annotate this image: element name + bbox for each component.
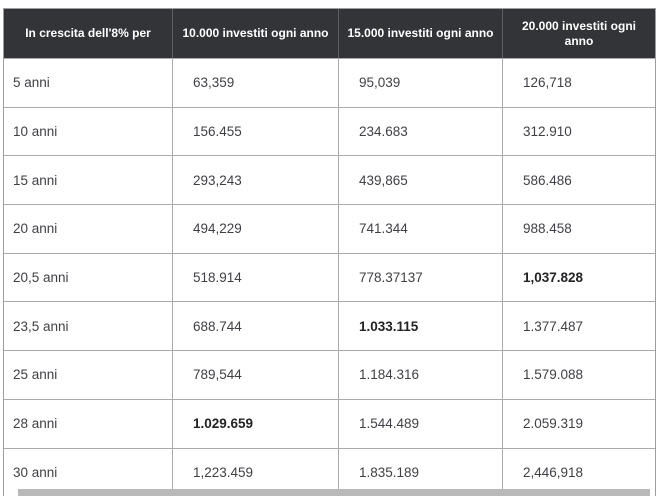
table-row: 23,5 anni 688.744 1.033.115 1.377.487 xyxy=(4,301,655,351)
value-cell: 789,544 xyxy=(173,351,339,399)
value-cell: 234.683 xyxy=(339,107,503,156)
value-cell: 741.344 xyxy=(339,205,503,253)
header-20000-invested-column: 20.000 investiti ogni anno xyxy=(521,19,637,48)
value-cell: 778.37137 xyxy=(339,253,503,302)
table-row: 5 anni 63,359 95,039 126,718 xyxy=(4,58,655,107)
row-label-years: 25 anni xyxy=(4,351,173,399)
row-label-years: 5 anni xyxy=(4,59,173,107)
value-cell: 156.455 xyxy=(173,107,339,156)
value-cell: 494,229 xyxy=(173,205,339,253)
table-row: 25 anni 789,544 1.184.316 1.579.088 xyxy=(4,350,655,399)
value-cell: 1.033.115 xyxy=(339,302,503,351)
row-label-years: 20,5 anni xyxy=(4,253,173,302)
value-cell: 95,039 xyxy=(339,59,503,107)
value-cell: 1.579.088 xyxy=(523,367,584,383)
table-row: 10 anni 156.455 234.683 312.910 xyxy=(4,106,655,156)
table-body: 5 anni 63,359 95,039 126,718 10 anni 156.455 2… xyxy=(4,58,655,496)
value-cell: 1.835.189 xyxy=(339,448,503,496)
value-cell: 439,865 xyxy=(339,156,503,205)
header-10000-invested-column: 10.000 investiti ogni anno xyxy=(173,9,339,58)
value-cell: 2,446,918 xyxy=(523,464,584,480)
value-cell: 1,037.828 xyxy=(523,270,584,286)
value-cell: 1.029.659 xyxy=(173,399,339,448)
investment-growth-table: In crescita dell'8% per 10.000 investiti… xyxy=(3,8,656,496)
value-cell: 312.910 xyxy=(523,124,572,140)
row-label-years: 10 anni xyxy=(4,107,173,156)
table-row: 15 anni 293,243 439,865 586.486 xyxy=(4,155,655,205)
header-15000-invested-column: 15.000 investiti ogni anno xyxy=(339,9,503,58)
value-cell: 126,718 xyxy=(523,75,572,91)
value-cell: 1.184.316 xyxy=(339,351,503,399)
drop-shadow xyxy=(18,489,650,496)
row-label-years: 30 anni xyxy=(4,448,173,496)
value-cell: 688.744 xyxy=(173,302,339,351)
value-cell: 586.486 xyxy=(523,172,572,188)
value-cell: 293,243 xyxy=(173,156,339,205)
value-cell: 1,223.459 xyxy=(173,448,339,496)
table-row: 28 anni 1.029.659 1.544.489 2.059.319 xyxy=(4,398,655,448)
row-label-years: 15 anni xyxy=(4,156,173,205)
row-label-years: 28 anni xyxy=(4,399,173,448)
value-cell: 2.059.319 xyxy=(523,416,584,432)
table-row: 20,5 anni 518.914 778.37137 1,037.828 xyxy=(4,252,655,302)
table-header-row: In crescita dell'8% per 10.000 investiti… xyxy=(4,9,655,58)
row-label-years: 20 anni xyxy=(4,205,173,253)
value-cell: 988.458 xyxy=(523,221,572,237)
value-cell: 63,359 xyxy=(173,59,339,107)
table-row: 30 anni 1,223.459 1.835.189 2,446,918 xyxy=(4,447,655,496)
header-growth-rate-column: In crescita dell'8% per xyxy=(4,9,173,58)
table-row: 20 anni 494,229 741.344 988.458 xyxy=(4,204,655,253)
row-label-years: 23,5 anni xyxy=(4,302,173,351)
value-cell: 1.544.489 xyxy=(339,399,503,448)
value-cell: 518.914 xyxy=(173,253,339,302)
value-cell: 1.377.487 xyxy=(523,318,584,334)
